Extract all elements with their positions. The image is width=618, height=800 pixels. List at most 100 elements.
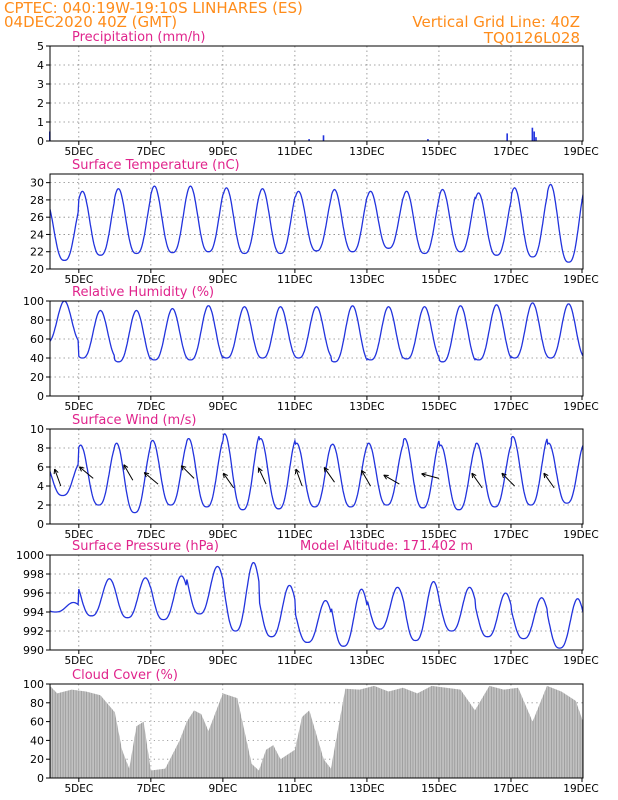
- plot-frame: [49, 428, 584, 525]
- wind-arrow: [79, 466, 94, 479]
- wind-arrow: [501, 472, 515, 487]
- wind-arrowhead: [501, 472, 507, 479]
- wind-arrowhead: [78, 466, 85, 472]
- x-tick-label: 11DEC: [277, 274, 312, 286]
- wind-arrow: [143, 472, 159, 485]
- wind-arrowhead: [222, 472, 228, 479]
- y-tick-label: 26: [30, 211, 44, 224]
- x-tick-label: 5DEC: [64, 146, 93, 158]
- panel-title: Cloud Cover (%): [72, 668, 178, 683]
- y-tick-label: 100: [23, 678, 44, 691]
- wind-arrowhead: [180, 465, 187, 471]
- y-tick-label: 990: [23, 644, 44, 657]
- y-tick-label: 998: [23, 568, 44, 581]
- y-tick-label: 60: [30, 333, 44, 346]
- wind-arrow: [258, 467, 267, 485]
- x-tick-label: 7DEC: [136, 783, 165, 795]
- y-tick-label: 40: [30, 352, 44, 365]
- wind-arrowhead: [123, 464, 129, 470]
- x-tick-label: 5DEC: [64, 655, 93, 667]
- y-tick-label: 0: [37, 518, 44, 531]
- x-tick-label: 11DEC: [277, 146, 312, 158]
- wind-arrow: [123, 464, 134, 481]
- panel-title: Surface Pressure (hPa): [72, 539, 219, 554]
- precip-bar: [506, 133, 508, 141]
- plot-frame: [49, 173, 584, 270]
- x-tick-label: 15DEC: [421, 274, 456, 286]
- x-tick-label: 9DEC: [208, 146, 237, 158]
- chart-panel-4: 0 2 4 6 8 10 5DEC 7DEC 9DEC 11DEC 13DEC 15DEC 17DEC 1…: [30, 413, 599, 541]
- header-run-date: 04DEC2020 40Z (GMT): [4, 13, 178, 31]
- series-line: [50, 433, 583, 514]
- x-tick-label: 7DEC: [136, 529, 165, 541]
- precip-bar: [322, 135, 325, 141]
- wind-arrow: [222, 472, 235, 489]
- y-tick-label: 80: [30, 314, 44, 327]
- y-tick-label: 100: [23, 295, 44, 308]
- y-tick-label: 20: [30, 371, 44, 384]
- header-location: CPTEC: 040:19W-19:10S LINHARES (ES): [4, 0, 303, 17]
- y-tick-label: 3: [37, 78, 44, 91]
- chart-panel-6: 0 20 40 60 80 100 5DEC 7DEC 9DEC 11DEC 13DEC 15DEC 1…: [23, 668, 599, 795]
- x-tick-label: 11DEC: [277, 655, 312, 667]
- x-tick-label: 19DEC: [563, 655, 598, 667]
- x-tick-label: 19DEC: [563, 529, 598, 541]
- wind-arrowhead: [361, 469, 366, 476]
- precip-bar: [427, 139, 429, 141]
- header-model: TQ0126L028: [483, 29, 580, 47]
- x-tick-label: 9DEC: [208, 529, 237, 541]
- precip-bar: [533, 131, 535, 141]
- y-tick-label: 2: [37, 499, 44, 512]
- cloud-area: [50, 685, 583, 778]
- series-line: [50, 183, 583, 263]
- x-tick-label: 13DEC: [349, 274, 384, 286]
- wind-arrow: [180, 465, 195, 479]
- wind-arrowhead: [294, 468, 300, 475]
- x-tick-label: 19DEC: [563, 274, 598, 286]
- precip-bar: [535, 137, 537, 141]
- plot-frame: [49, 45, 584, 142]
- x-tick-label: 15DEC: [421, 529, 456, 541]
- y-tick-label: 10: [30, 423, 44, 436]
- x-tick-label: 17DEC: [493, 401, 528, 413]
- y-tick-label: 994: [23, 606, 44, 619]
- wind-arrow: [295, 468, 303, 487]
- y-tick-label: 28: [30, 194, 44, 207]
- y-tick-label: 22: [30, 246, 44, 259]
- chart-panel-3: 0 20 40 60 80 100 5DEC 7DEC 9DEC 11DEC 13DEC 15DEC 1…: [23, 285, 599, 413]
- y-tick-label: 24: [30, 228, 44, 241]
- x-tick-label: 11DEC: [277, 783, 312, 795]
- x-tick-label: 9DEC: [208, 401, 237, 413]
- y-tick-label: 30: [30, 177, 44, 190]
- x-tick-label: 11DEC: [277, 401, 312, 413]
- x-tick-label: 5DEC: [64, 529, 93, 541]
- wind-arrowhead: [323, 467, 329, 473]
- x-tick-label: 19DEC: [563, 783, 598, 795]
- y-tick-label: 60: [30, 716, 44, 729]
- y-tick-label: 0: [37, 135, 44, 148]
- x-tick-label: 13DEC: [349, 146, 384, 158]
- plot-frame: [49, 554, 584, 651]
- series-line: [50, 301, 583, 363]
- panel-title: Surface Wind (m/s): [72, 413, 196, 428]
- x-tick-label: 17DEC: [493, 274, 528, 286]
- y-tick-label: 6: [37, 461, 44, 474]
- x-tick-label: 11DEC: [277, 529, 312, 541]
- y-tick-label: 0: [37, 390, 44, 403]
- x-tick-label: 15DEC: [421, 401, 456, 413]
- y-tick-label: 20: [30, 263, 44, 276]
- wind-arrow: [54, 468, 62, 487]
- y-tick-label: 80: [30, 697, 44, 710]
- y-tick-label: 4: [37, 59, 44, 72]
- wind-arrow: [383, 474, 400, 485]
- y-tick-label: 8: [37, 442, 44, 455]
- x-tick-label: 19DEC: [563, 401, 598, 413]
- y-tick-label: 5: [37, 40, 44, 53]
- x-tick-label: 13DEC: [349, 401, 384, 413]
- y-tick-label: 1000: [16, 549, 44, 562]
- panel-subtitle: Model Altitude: 171.402 m: [300, 539, 473, 554]
- x-tick-label: 9DEC: [208, 783, 237, 795]
- wind-arrow: [361, 470, 371, 487]
- x-tick-label: 7DEC: [136, 146, 165, 158]
